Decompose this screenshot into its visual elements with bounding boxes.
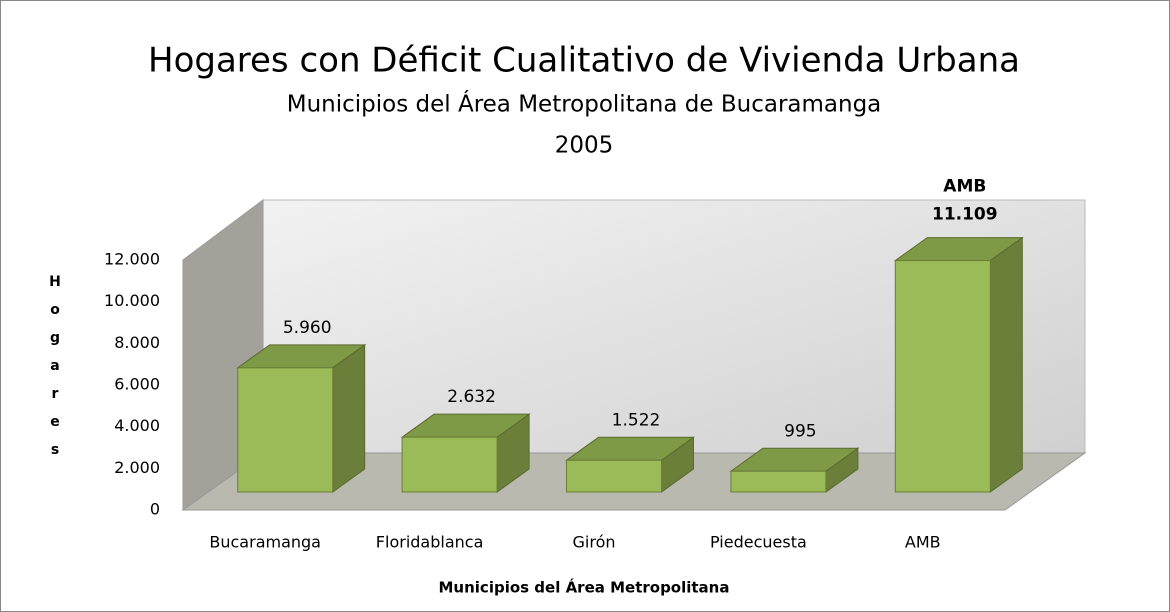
bar-side — [989, 236, 1023, 493]
data-label: 1.522 — [612, 410, 661, 430]
x-tick-label: Piedecuesta — [710, 533, 807, 552]
bar-front — [894, 260, 991, 493]
bar — [400, 413, 531, 493]
y-tick-label: 4.000 — [114, 416, 160, 435]
bar — [236, 343, 367, 493]
data-label: AMB — [943, 177, 986, 197]
data-label: 11.109 — [932, 205, 998, 225]
x-tick-label: Floridablanca — [376, 533, 484, 552]
data-label: 995 — [784, 421, 816, 441]
y-tick-label: 6.000 — [114, 375, 160, 394]
bar-front — [237, 367, 334, 493]
x-tick-label: Bucaramanga — [209, 533, 321, 552]
chart-title: Hogares con Déficit Cualitativo de Vivie… — [148, 41, 1020, 81]
data-label: 5.960 — [283, 318, 332, 338]
bar-front — [730, 470, 827, 493]
bar — [729, 447, 860, 493]
x-tick-label: Girón — [573, 533, 616, 552]
bar-front — [566, 459, 662, 493]
y-tick-label: 2.000 — [114, 458, 160, 477]
y-tick-label: 12.000 — [104, 250, 160, 269]
bar-front — [401, 436, 498, 493]
data-label: 2.632 — [447, 387, 496, 407]
bar — [564, 436, 696, 493]
x-tick-label: AMB — [905, 533, 941, 552]
y-tick-label: 8.000 — [114, 333, 160, 352]
chart-year: 2005 — [555, 133, 614, 159]
x-axis-label: Municipios del Área Metropolitana — [439, 578, 730, 597]
chart-subtitle: Municipios del Área Metropolitana de Buc… — [287, 90, 882, 118]
bar-side — [332, 343, 366, 493]
bar — [893, 236, 1024, 493]
y-tick-label: 0 — [150, 500, 160, 519]
y-tick-label: 10.000 — [104, 291, 160, 310]
